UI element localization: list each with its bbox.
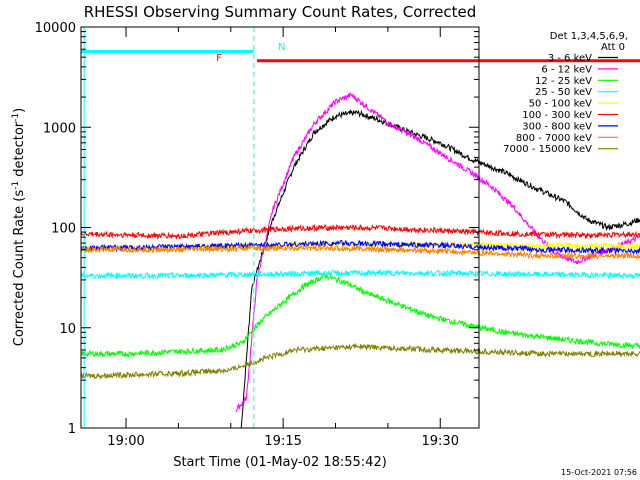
flag-label-f: F — [216, 53, 222, 64]
flag-label-n: N — [278, 42, 285, 53]
legend-label-7: 300 - 800 keV — [522, 121, 592, 132]
legend-label-1: 3 - 6 keV — [548, 53, 592, 64]
y-tick-label-1: 1 — [68, 422, 76, 437]
axis-layer: 19:00 19:15 19:30 1 10 100 1000 10000 — [35, 21, 479, 449]
series-2 — [235, 91, 640, 413]
series-7 — [80, 239, 640, 256]
legend-label-4: 25 - 50 keV — [535, 87, 592, 98]
y-tick-label-10000: 10000 — [35, 21, 76, 36]
series-3-segment-1 — [80, 273, 640, 359]
y-label-mid: detector — [12, 121, 27, 181]
y-label-main: Corrected Count Rate (s — [12, 190, 27, 347]
y-label-exponent-2: -1 — [11, 113, 21, 122]
y-label-end: ) — [12, 108, 27, 113]
legend-label-2: 6 - 12 keV — [541, 64, 592, 75]
legend-header-attenuator: Att 0 — [601, 42, 625, 53]
series-6 — [80, 223, 640, 240]
series-1 — [240, 108, 640, 429]
annotation-layer: NFS — [81, 27, 640, 428]
series-3 — [80, 273, 640, 359]
series-6-segment-1 — [80, 223, 640, 240]
x-tick-label-19:30: 19:30 — [422, 434, 459, 449]
y-tick-label-1000: 1000 — [43, 121, 76, 136]
series-4 — [80, 268, 640, 280]
x-axis-label: Start Time (01-May-02 18:55:42) — [173, 455, 387, 470]
series-7-segment-1 — [80, 239, 640, 256]
y-label-exponent-1: -1 — [11, 181, 21, 190]
legend-label-8: 800 - 7000 keV — [516, 133, 592, 144]
series-1-segment-1 — [240, 108, 640, 429]
series-2-segment-1 — [235, 91, 640, 413]
plot-frame — [80, 26, 480, 429]
series-4-segment-1 — [80, 268, 640, 280]
series-8-segment-1 — [80, 244, 640, 261]
series-9-segment-1 — [80, 342, 640, 380]
chart-title: RHESSI Observing Summary Count Rates, Co… — [84, 3, 477, 21]
y-tick-label-10: 10 — [59, 322, 76, 337]
legend-label-5: 50 - 100 keV — [529, 99, 593, 110]
footer-timestamp: 15-Oct-2021 07:56 — [561, 468, 637, 477]
legend-label-3: 12 - 25 keV — [535, 76, 592, 87]
x-tick-label-19:00: 19:00 — [107, 434, 144, 449]
y-tick-label-100: 100 — [51, 222, 76, 237]
series-8 — [80, 244, 640, 261]
x-tick-label-19:15: 19:15 — [264, 434, 301, 449]
legend-label-9: 7000 - 15000 keV — [503, 144, 592, 155]
legend-label-6: 100 - 300 keV — [522, 110, 592, 121]
series-9 — [80, 342, 640, 380]
y-axis-label: Corrected Count Rate (s-1 detector-1) — [11, 108, 27, 346]
legend-header-detectors: Det 1,3,4,5,6,9, — [550, 31, 628, 42]
data-layer — [80, 91, 640, 429]
